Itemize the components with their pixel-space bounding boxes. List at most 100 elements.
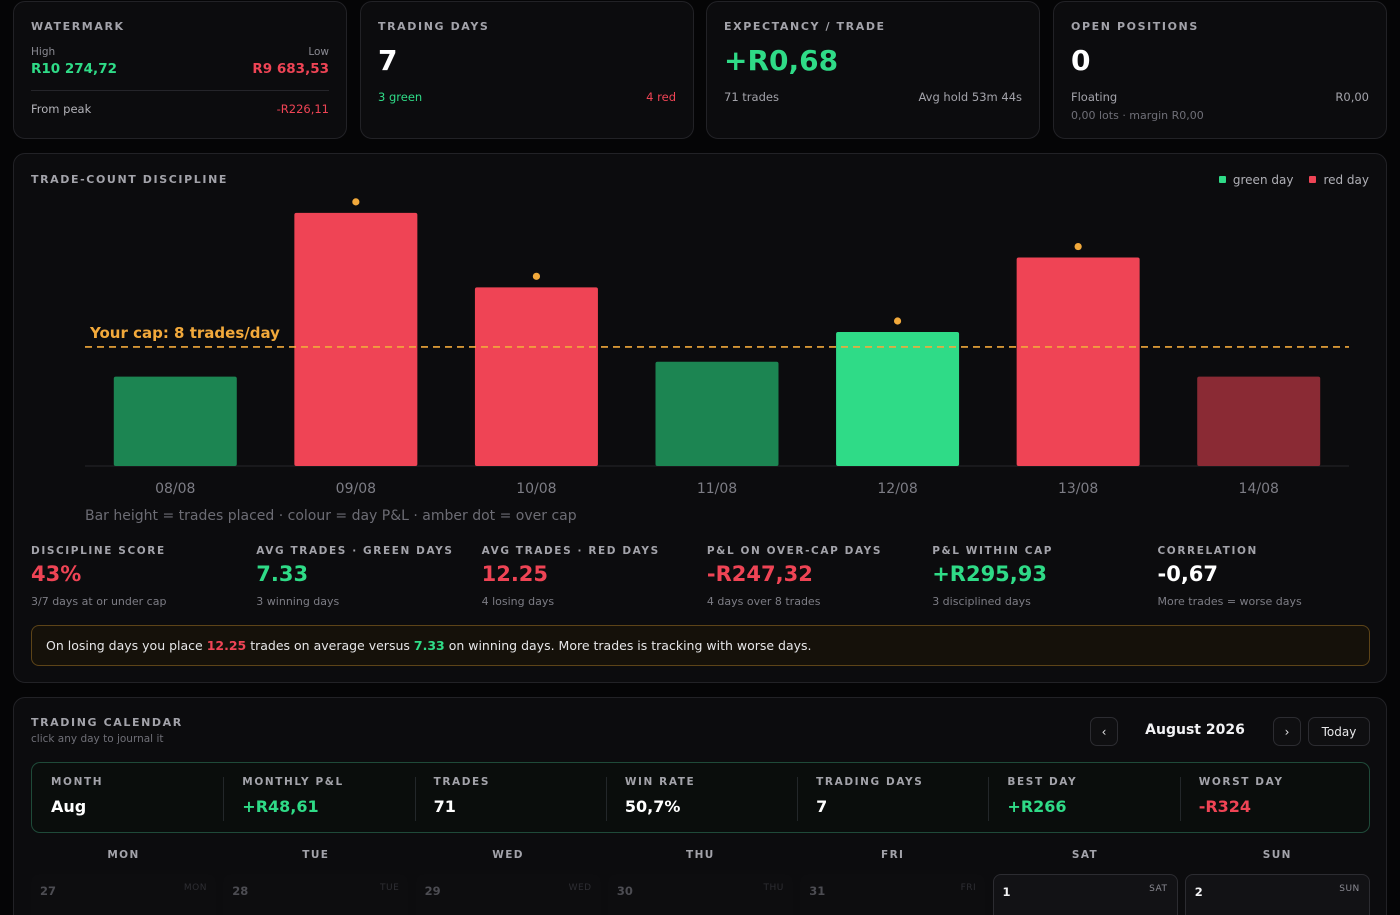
metric-0: DISCIPLINE SCORE 43% 3/7 days at or under … <box>31 545 251 608</box>
month-summary: MONTH Aug MONTHLY P&L +R48,61 TRADES 71 WIN RA… <box>31 762 1370 833</box>
bar-11-08[interactable] <box>655 361 779 466</box>
day-number: 29 <box>424 884 441 898</box>
bar-14-08[interactable] <box>1197 376 1321 466</box>
watermark-divider <box>31 90 329 91</box>
discipline-title: TRADE-COUNT DISCIPLINE <box>31 173 228 186</box>
metric-value: -0,67 <box>1157 562 1219 586</box>
watermark-low-value: R9 683,53 <box>252 61 329 77</box>
day-weekday: SUN <box>1339 884 1360 894</box>
summary-divider <box>414 777 416 821</box>
watermark-label: WATERMARK <box>31 20 125 33</box>
calendar-day-cell[interactable]: 28 TUE <box>223 874 409 915</box>
calendar-title: TRADING CALENDAR <box>31 716 183 729</box>
summary-label: WIN RATE <box>624 776 696 788</box>
calendar-day-cell[interactable]: 27 MON <box>31 874 216 915</box>
summary-divider <box>605 777 607 821</box>
summary-divider <box>797 777 799 821</box>
watermark-high-label: High <box>31 46 56 58</box>
chart-caption: Bar height = trades placed · colour = da… <box>85 508 577 524</box>
day-weekday: WED <box>568 883 592 893</box>
calendar-day-cell[interactable]: 30 THU <box>607 874 793 915</box>
bar-12-08[interactable] <box>836 332 960 466</box>
weekday-header: THU <box>686 849 715 861</box>
expectancy-card: EXPECTANCY / TRADE +R0,68 71 trades Avg … <box>706 1 1040 139</box>
x-tick-label: 13/08 <box>1058 481 1098 497</box>
day-number: 28 <box>232 884 249 898</box>
chart-legend: green day red day <box>1218 173 1369 187</box>
bar-13-08[interactable] <box>1016 257 1140 466</box>
weekday-header: SUN <box>1262 849 1292 861</box>
metric-label: P&L ON OVER-CAP DAYS <box>706 545 883 557</box>
calendar-day-cell[interactable]: 2 SUN <box>1184 874 1370 915</box>
metric-label: AVG TRADES · GREEN DAYS <box>256 545 454 557</box>
floating-value: R0,00 <box>1335 90 1369 104</box>
trading-days-value: 7 <box>378 44 398 77</box>
metric-value: 12.25 <box>481 562 549 586</box>
from-peak-label: From peak <box>31 102 92 116</box>
day-number: 27 <box>40 884 57 898</box>
day-number: 1 <box>1002 885 1011 899</box>
over-cap-dot <box>1074 242 1082 251</box>
calendar-day-cell[interactable]: 29 WED <box>415 874 601 915</box>
trading-days-label: TRADING DAYS <box>378 20 490 33</box>
bar-08-08[interactable] <box>113 376 237 466</box>
day-weekday: THU <box>763 883 784 893</box>
calendar-day-cell[interactable]: 1 SAT <box>992 874 1178 915</box>
open-positions-card: OPEN POSITIONS 0 Floating R0,00 0,00 lot… <box>1053 1 1387 139</box>
today-button[interactable]: Today <box>1308 717 1370 746</box>
metric-value: 7.33 <box>256 562 309 586</box>
summary-label: WORST DAY <box>1198 776 1284 788</box>
prev-month-button[interactable]: ‹ <box>1090 717 1118 746</box>
summary-label: BEST DAY <box>1007 776 1078 788</box>
summary-cell-0: MONTH Aug <box>32 763 223 834</box>
metric-subtext: 4 days over 8 trades <box>706 595 821 608</box>
metric-label: AVG TRADES · RED DAYS <box>481 545 660 557</box>
summary-value: -R324 <box>1198 797 1252 816</box>
trading-days-card: TRADING DAYS 7 3 green 4 red <box>360 1 694 139</box>
expectancy-trades: 71 trades <box>724 90 779 104</box>
summary-label: TRADES <box>433 776 490 788</box>
day-weekday: MON <box>183 883 207 893</box>
metric-3: P&L ON OVER-CAP DAYS -R247,32 4 days over … <box>707 545 927 608</box>
weekday-header: FRI <box>881 849 905 861</box>
x-tick-label: 09/08 <box>336 481 376 497</box>
cap-label: Your cap: 8 trades/day <box>89 324 280 342</box>
day-number: 31 <box>809 884 826 898</box>
red-days-count: 4 red <box>646 90 676 104</box>
weekday-header: WED <box>492 849 524 861</box>
next-month-button[interactable]: › <box>1273 717 1301 746</box>
trade-count-discipline-panel: TRADE-COUNT DISCIPLINE green day red day… <box>13 153 1387 683</box>
summary-value: 7 <box>816 797 828 816</box>
month-label: August 2026 <box>1145 722 1245 738</box>
legend-green-day: green day <box>1218 173 1293 187</box>
expectancy-label: EXPECTANCY / TRADE <box>724 20 886 33</box>
bar-09-08[interactable] <box>294 212 418 466</box>
watermark-card: WATERMARK High R10 274,72 Low R9 683,53 … <box>13 1 347 139</box>
weekday-header: TUE <box>302 849 330 861</box>
weekday-header: SAT <box>1071 849 1099 861</box>
floating-label: Floating <box>1071 90 1118 104</box>
x-tick-label: 12/08 <box>877 481 917 497</box>
summary-divider <box>223 777 225 821</box>
summary-cell-4: TRADING DAYS 7 <box>797 763 988 834</box>
summary-value: 50,7% <box>624 797 681 816</box>
from-peak-value: -R226,11 <box>276 102 329 116</box>
summary-cell-5: BEST DAY +R266 <box>988 763 1179 834</box>
summary-value: 71 <box>433 797 456 816</box>
summary-label: MONTHLY P&L <box>242 776 344 788</box>
bar-10-08[interactable] <box>474 287 598 466</box>
metric-label: P&L WITHIN CAP <box>932 545 1054 557</box>
summary-cell-3: WIN RATE 50,7% <box>606 763 797 834</box>
day-number: 30 <box>616 884 633 898</box>
watermark-high-value: R10 274,72 <box>31 61 117 77</box>
calendar-day-cell[interactable]: 31 FRI <box>800 874 986 915</box>
open-positions-label: OPEN POSITIONS <box>1071 20 1199 33</box>
metric-label: CORRELATION <box>1157 545 1258 557</box>
day-number: 2 <box>1194 885 1203 899</box>
trading-calendar-panel: TRADING CALENDAR click any day to journa… <box>13 697 1387 915</box>
green-days-count: 3 green <box>378 90 423 104</box>
summary-cell-2: TRADES 71 <box>415 763 606 834</box>
metric-value: -R247,32 <box>706 562 813 586</box>
metric-subtext: 3/7 days at or under cap <box>31 595 167 608</box>
metric-value: 43% <box>31 562 82 586</box>
